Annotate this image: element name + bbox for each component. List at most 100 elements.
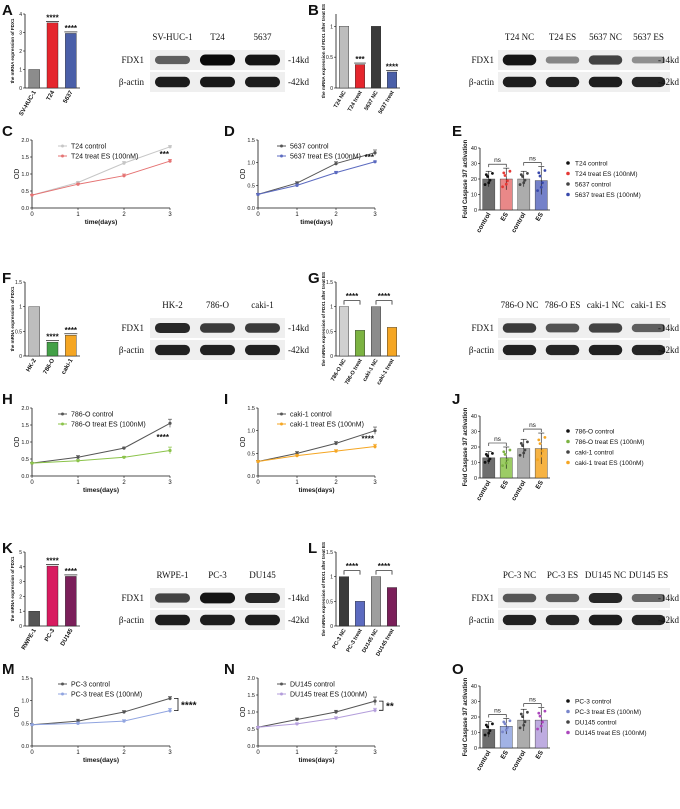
data-point — [168, 421, 172, 425]
qpcr-panel-K: K 0 1 2 3 4 5 the mRNA expression of FDX1 RWPE-1… — [2, 540, 80, 651]
ns-label: ns — [494, 708, 502, 715]
replicate-dot — [506, 179, 509, 183]
blot-band — [502, 344, 537, 356]
bar — [387, 327, 398, 357]
blot-lane-label: DU145 NC — [585, 570, 626, 580]
x-category-label: 5637 NC — [364, 90, 380, 112]
x-category-label: ES — [500, 211, 511, 223]
y-tick-label: 0.5 — [247, 451, 255, 457]
y-tick-label: 0 — [474, 746, 477, 752]
replicate-dot — [541, 720, 544, 724]
legend-label: DU145 control — [290, 682, 335, 689]
x-category-label: PC-3 NC — [332, 628, 348, 650]
blot-band — [154, 593, 191, 603]
legend-label: 786-O control — [575, 429, 615, 436]
y-axis-label: the mRNA expression of FDX1 — [10, 18, 15, 83]
bar — [339, 576, 350, 627]
replicate-dot — [536, 189, 539, 192]
bar — [371, 576, 382, 627]
significance-stars: *** — [355, 55, 365, 64]
blot-band — [154, 76, 191, 88]
y-tick-label: 0 — [474, 208, 477, 214]
blot-band — [631, 76, 666, 88]
growth-curve-D: D 0.0 0.5 1.0 1.5 0 1 2 3 time(days) OD 5637 contro… — [224, 123, 377, 226]
replicate-dot — [484, 452, 488, 456]
x-tick-label: 3 — [168, 212, 172, 218]
legend-label: DU145 treat ES (100nM) — [575, 730, 647, 737]
blot-band — [631, 56, 666, 64]
legend-marker — [566, 171, 570, 176]
legend-label: 786-O treat ES (100nM) — [575, 439, 644, 446]
bar — [28, 611, 40, 627]
blot-lane-label: PC-3 — [208, 570, 227, 580]
data-point — [30, 461, 34, 465]
series-line — [31, 146, 171, 196]
x-category-label: T24 NC — [333, 90, 348, 109]
x-category-label: T24 — [46, 89, 57, 102]
data-point — [334, 716, 338, 720]
blot-kd-label: -42kd — [658, 615, 679, 625]
y-tick-label: 0.0 — [247, 474, 255, 480]
data-point — [76, 459, 80, 463]
y-tick-label: 1.0 — [247, 710, 255, 716]
blot-band — [244, 592, 281, 604]
y-axis-label: OD — [14, 707, 21, 718]
data-point — [373, 708, 377, 712]
y-tick-label: 30 — [471, 162, 477, 168]
bar — [46, 22, 59, 89]
legend-marker — [566, 460, 570, 465]
blot-membrane — [498, 610, 670, 630]
series-line — [257, 446, 376, 462]
blot-kd-label: -42kd — [658, 77, 679, 87]
bar — [65, 335, 77, 357]
significance-stars: **** — [46, 13, 59, 22]
x-axis-label: time(days) — [300, 219, 333, 226]
blot-band — [502, 614, 537, 626]
blot-membrane — [498, 340, 670, 360]
blot-kd-label: -14kd — [658, 323, 679, 333]
x-category-label: 5637 treat — [378, 90, 396, 115]
y-tick-label: 20 — [471, 445, 477, 451]
x-category-label: ES — [535, 749, 546, 761]
legend-marker — [61, 422, 64, 426]
series-line — [31, 422, 171, 464]
legend-label: T24 treat ES (100nM) — [575, 171, 638, 178]
significance-stars: **** — [46, 557, 59, 566]
x-category-label: control — [510, 211, 527, 234]
replicate-dot — [503, 452, 507, 456]
y-tick-label: 1 — [19, 609, 22, 615]
legend-label: caki-1 control — [290, 412, 332, 419]
x-category-label: 5637 — [63, 89, 75, 104]
legend-label: DU145 treat ES (100nM) — [290, 692, 367, 699]
data-point — [168, 159, 172, 163]
blot-band — [545, 76, 580, 88]
x-axis-label: times(days) — [83, 757, 119, 764]
replicate-dot — [538, 174, 542, 178]
replicate-dot — [483, 183, 487, 186]
replicate-dot — [504, 182, 508, 186]
replicate-dot — [543, 169, 547, 172]
y-axis-label: Fold Caspase 3/7 activation — [463, 407, 469, 486]
significance-stars: **** — [65, 567, 78, 576]
legend-label: 5637 treat ES (100nM) — [575, 192, 641, 199]
ns-bracket — [523, 162, 542, 166]
legend-label: caki-1 treat ES (100nM) — [575, 460, 644, 467]
ns-label: ns — [529, 422, 537, 429]
blot-band — [154, 322, 191, 334]
ns-label: ns — [529, 156, 537, 163]
x-tick-label: 2 — [334, 212, 338, 218]
panel-letter: H — [2, 391, 13, 408]
growth-curve-C: C 0.0 0.5 1.0 1.5 2.0 0 1 2 3 time(days) OD T24 cont… — [2, 123, 172, 226]
x-category-label: caki-1 NC — [362, 358, 380, 383]
x-tick-label: 3 — [168, 750, 172, 756]
blot-lane-label: 5637 ES — [633, 32, 664, 42]
y-tick-label: 1 — [19, 68, 22, 74]
x-category-label: control — [510, 749, 527, 772]
western-blot-row2-baseline: RWPE-1 PC-3 DU145 FDX1 -14kd β-actin -42kd — [119, 570, 309, 630]
blot-band — [588, 344, 623, 356]
blot-protein-label: β-actin — [469, 345, 495, 355]
x-category-label: control — [475, 211, 492, 234]
data-point — [373, 160, 377, 164]
legend-marker — [566, 730, 570, 735]
